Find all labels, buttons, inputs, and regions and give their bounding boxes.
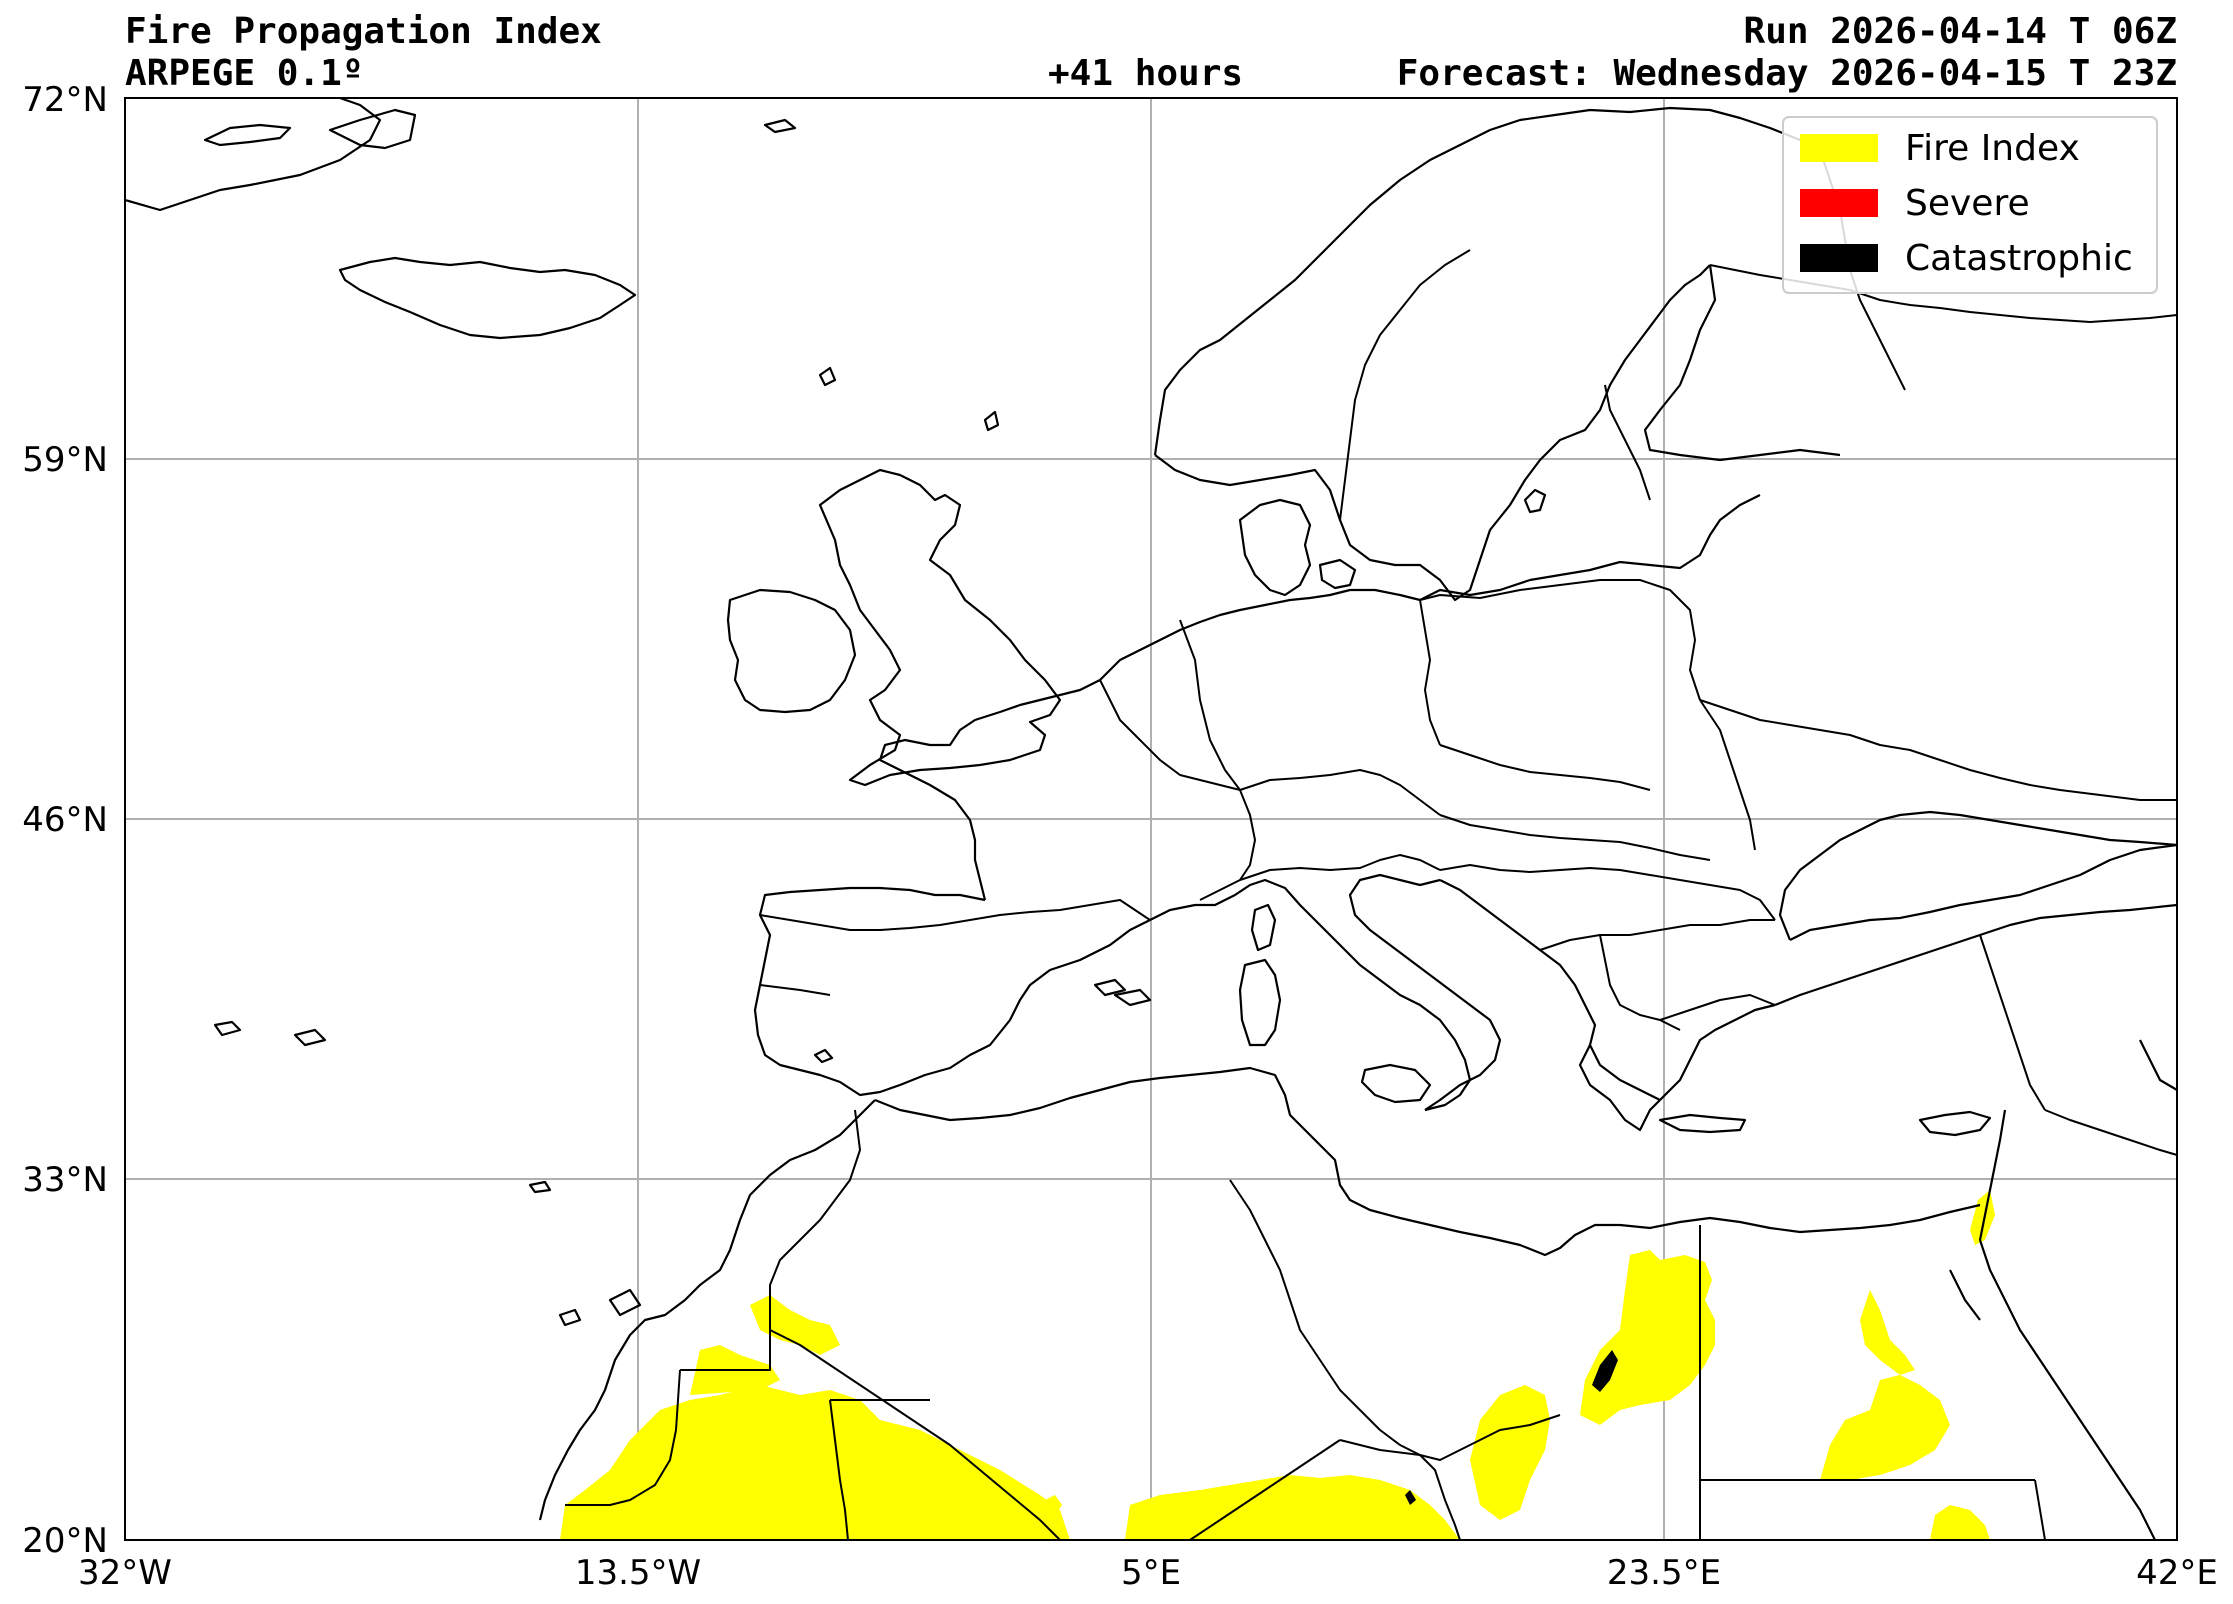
coastlines [124, 96, 2178, 1541]
legend: Fire Index Severe Catastrophic [1782, 116, 2158, 294]
fire-area-canaries-south [750, 1295, 840, 1355]
legend-label-fire-index: Fire Index [1905, 128, 2080, 169]
lon-tick-23-5e: 23.5°E [1607, 1553, 1721, 1593]
catastrophic-area-algeria [1405, 1490, 1416, 1505]
legend-label-catastrophic: Catastrophic [1905, 238, 2133, 279]
run-label: Run 2026-04-14 T 06Z [1743, 11, 2177, 52]
map-gridlines [125, 98, 2177, 1540]
fire-area-niger-north [1470, 1385, 1550, 1520]
lon-tick-13-5w: 13.5°W [575, 1553, 701, 1593]
lat-tick-72: 72°N [22, 80, 108, 120]
lat-tick-59: 59°N [22, 440, 108, 480]
lat-tick-33: 33°N [22, 1160, 108, 1200]
map-title: Fire Propagation Index [125, 11, 602, 52]
fire-index-areas [560, 1190, 1995, 1540]
forecast-label: Forecast: Wednesday 2026-04-15 T 23Z [1396, 53, 2177, 94]
fire-area-sudan [1930, 1505, 1990, 1540]
lat-tick-46: 46°N [22, 800, 108, 840]
legend-swatch-severe [1800, 189, 1878, 217]
fire-area-mali-algeria [1125, 1475, 1460, 1540]
legend-swatch-fire-index [1800, 134, 1878, 162]
fire-area-libya [1580, 1250, 1715, 1425]
latitude-ticks: 72°N 59°N 46°N 33°N 20°N [22, 80, 108, 1561]
lead-time-label: +41 hours [1048, 53, 1244, 94]
map-frame [124, 97, 2178, 1541]
fire-area-west-sahara [560, 1385, 1070, 1540]
legend-label-severe: Severe [1905, 183, 2030, 224]
fire-area-egypt-west [1820, 1375, 1950, 1480]
lat-tick-20: 20°N [22, 1521, 108, 1561]
model-label: ARPEGE 0.1º [125, 53, 364, 94]
lon-tick-42e: 42°E [2136, 1553, 2218, 1593]
longitude-ticks: 32°W 13.5°W 5°E 23.5°E 42°E [78, 1553, 2218, 1593]
fire-area-egypt-north [1860, 1290, 1915, 1375]
catastrophic-area-libya [1592, 1350, 1618, 1392]
fire-area-israel [1970, 1190, 1995, 1245]
fire-area-mauritania-spot [1045, 1495, 1062, 1515]
legend-swatch-catastrophic [1800, 244, 1878, 272]
catastrophic-areas [1405, 1350, 1618, 1505]
lon-tick-5e: 5°E [1121, 1553, 1181, 1593]
lon-tick-32w: 32°W [78, 1553, 172, 1593]
